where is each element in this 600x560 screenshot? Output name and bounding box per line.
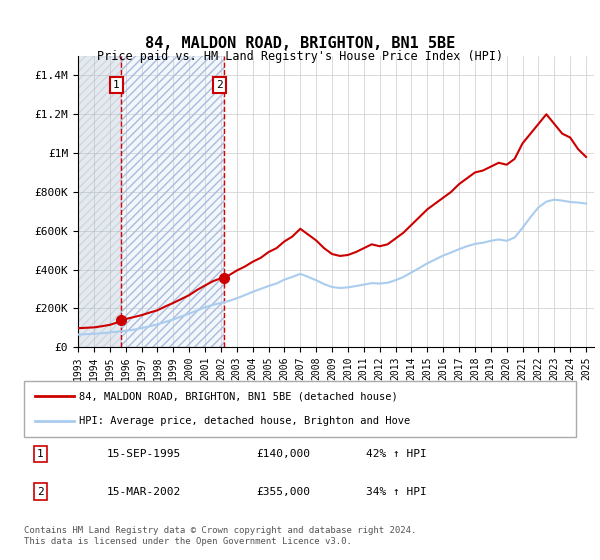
Text: 84, MALDON ROAD, BRIGHTON, BN1 5BE (detached house): 84, MALDON ROAD, BRIGHTON, BN1 5BE (deta… (79, 391, 398, 402)
Text: £140,000: £140,000 (256, 449, 310, 459)
Text: 34% ↑ HPI: 34% ↑ HPI (366, 487, 427, 497)
Text: 42% ↑ HPI: 42% ↑ HPI (366, 449, 427, 459)
Text: 84, MALDON ROAD, BRIGHTON, BN1 5BE: 84, MALDON ROAD, BRIGHTON, BN1 5BE (145, 36, 455, 52)
Text: Price paid vs. HM Land Registry's House Price Index (HPI): Price paid vs. HM Land Registry's House … (97, 50, 503, 63)
Bar (78, 56, 121, 347)
Text: 15-MAR-2002: 15-MAR-2002 (107, 487, 181, 497)
Text: 2: 2 (37, 487, 44, 497)
Text: £355,000: £355,000 (256, 487, 310, 497)
Bar (121, 56, 224, 347)
Text: HPI: Average price, detached house, Brighton and Hove: HPI: Average price, detached house, Brig… (79, 416, 410, 426)
Bar (78, 56, 121, 347)
Text: 2: 2 (216, 80, 223, 90)
Text: 15-SEP-1995: 15-SEP-1995 (107, 449, 181, 459)
Text: 1: 1 (113, 80, 119, 90)
Text: 1: 1 (37, 449, 44, 459)
Text: Contains HM Land Registry data © Crown copyright and database right 2024.
This d: Contains HM Land Registry data © Crown c… (24, 526, 416, 546)
FancyBboxPatch shape (24, 381, 576, 437)
Bar (121, 56, 224, 347)
